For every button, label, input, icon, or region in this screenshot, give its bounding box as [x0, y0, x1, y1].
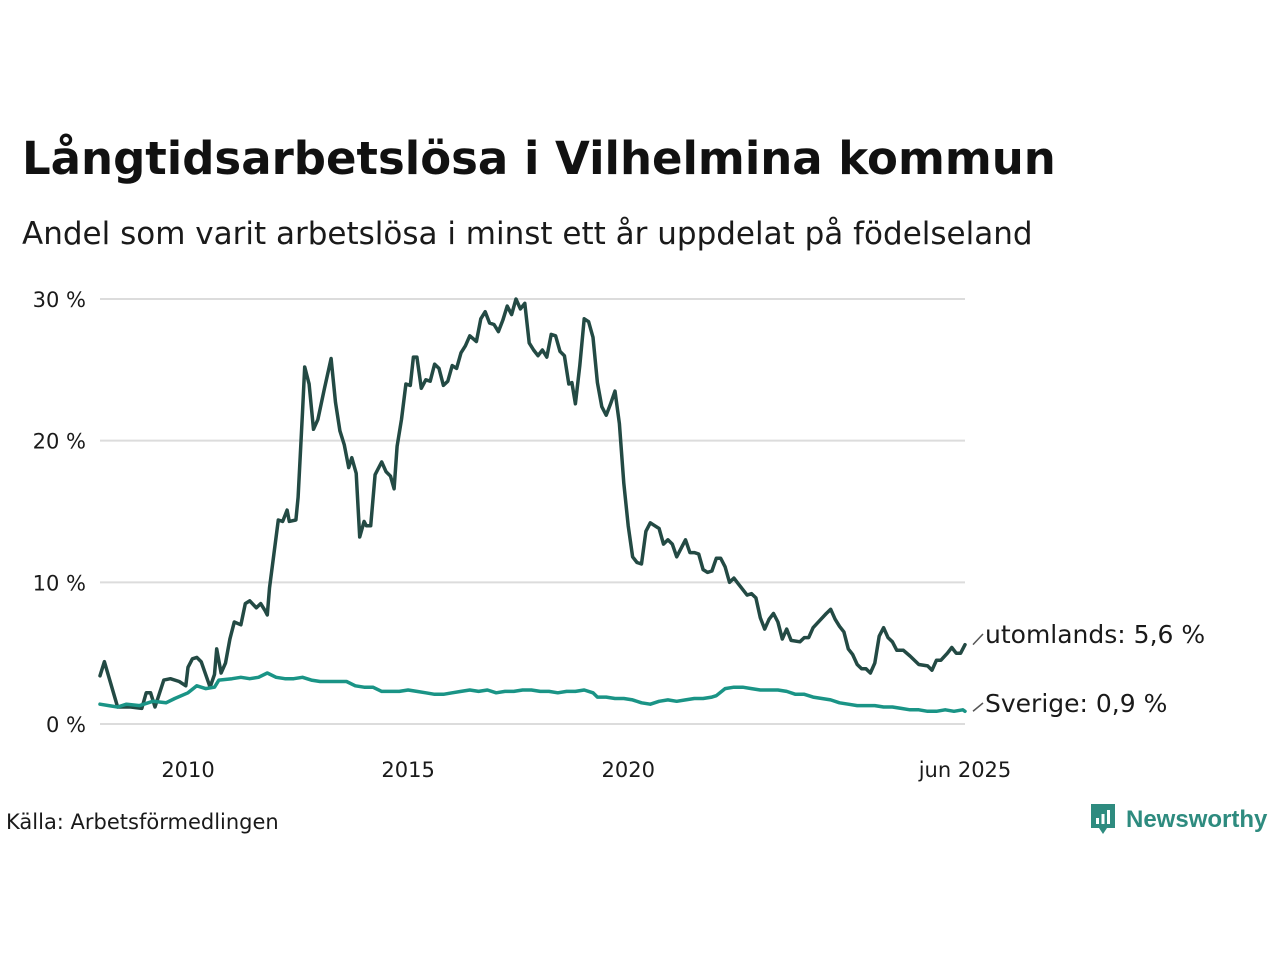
chart-title: Långtidsarbetslösa i Vilhelmina kommun — [22, 132, 1056, 185]
brand-logo: Newsworthy — [1088, 802, 1267, 838]
x-tick-label: jun 2025 — [918, 758, 1012, 782]
end-label-leader — [972, 633, 984, 646]
y-tick-label: 10 % — [33, 571, 86, 595]
series-line-sverige — [98, 671, 967, 714]
end-label-leader — [972, 702, 984, 712]
x-tick-label: 2015 — [381, 758, 434, 782]
y-tick-label: 30 % — [33, 288, 86, 312]
brand-name: Newsworthy — [1126, 806, 1268, 833]
series-line-utomlands — [98, 297, 967, 711]
newsworthy-logo-icon — [1091, 804, 1115, 834]
x-tick-label: 2010 — [161, 758, 214, 782]
x-tick-label: 2020 — [602, 758, 655, 782]
y-tick-label: 0 % — [46, 713, 86, 737]
chart-subtitle: Andel som varit arbetslösa i minst ett å… — [22, 216, 1033, 252]
end-label-utomlands: utomlands: 5,6 % — [985, 620, 1205, 649]
source-note: Källa: Arbetsförmedlingen — [6, 810, 279, 834]
y-tick-label: 20 % — [33, 430, 86, 454]
end-label-sverige: Sverige: 0,9 % — [985, 689, 1167, 718]
